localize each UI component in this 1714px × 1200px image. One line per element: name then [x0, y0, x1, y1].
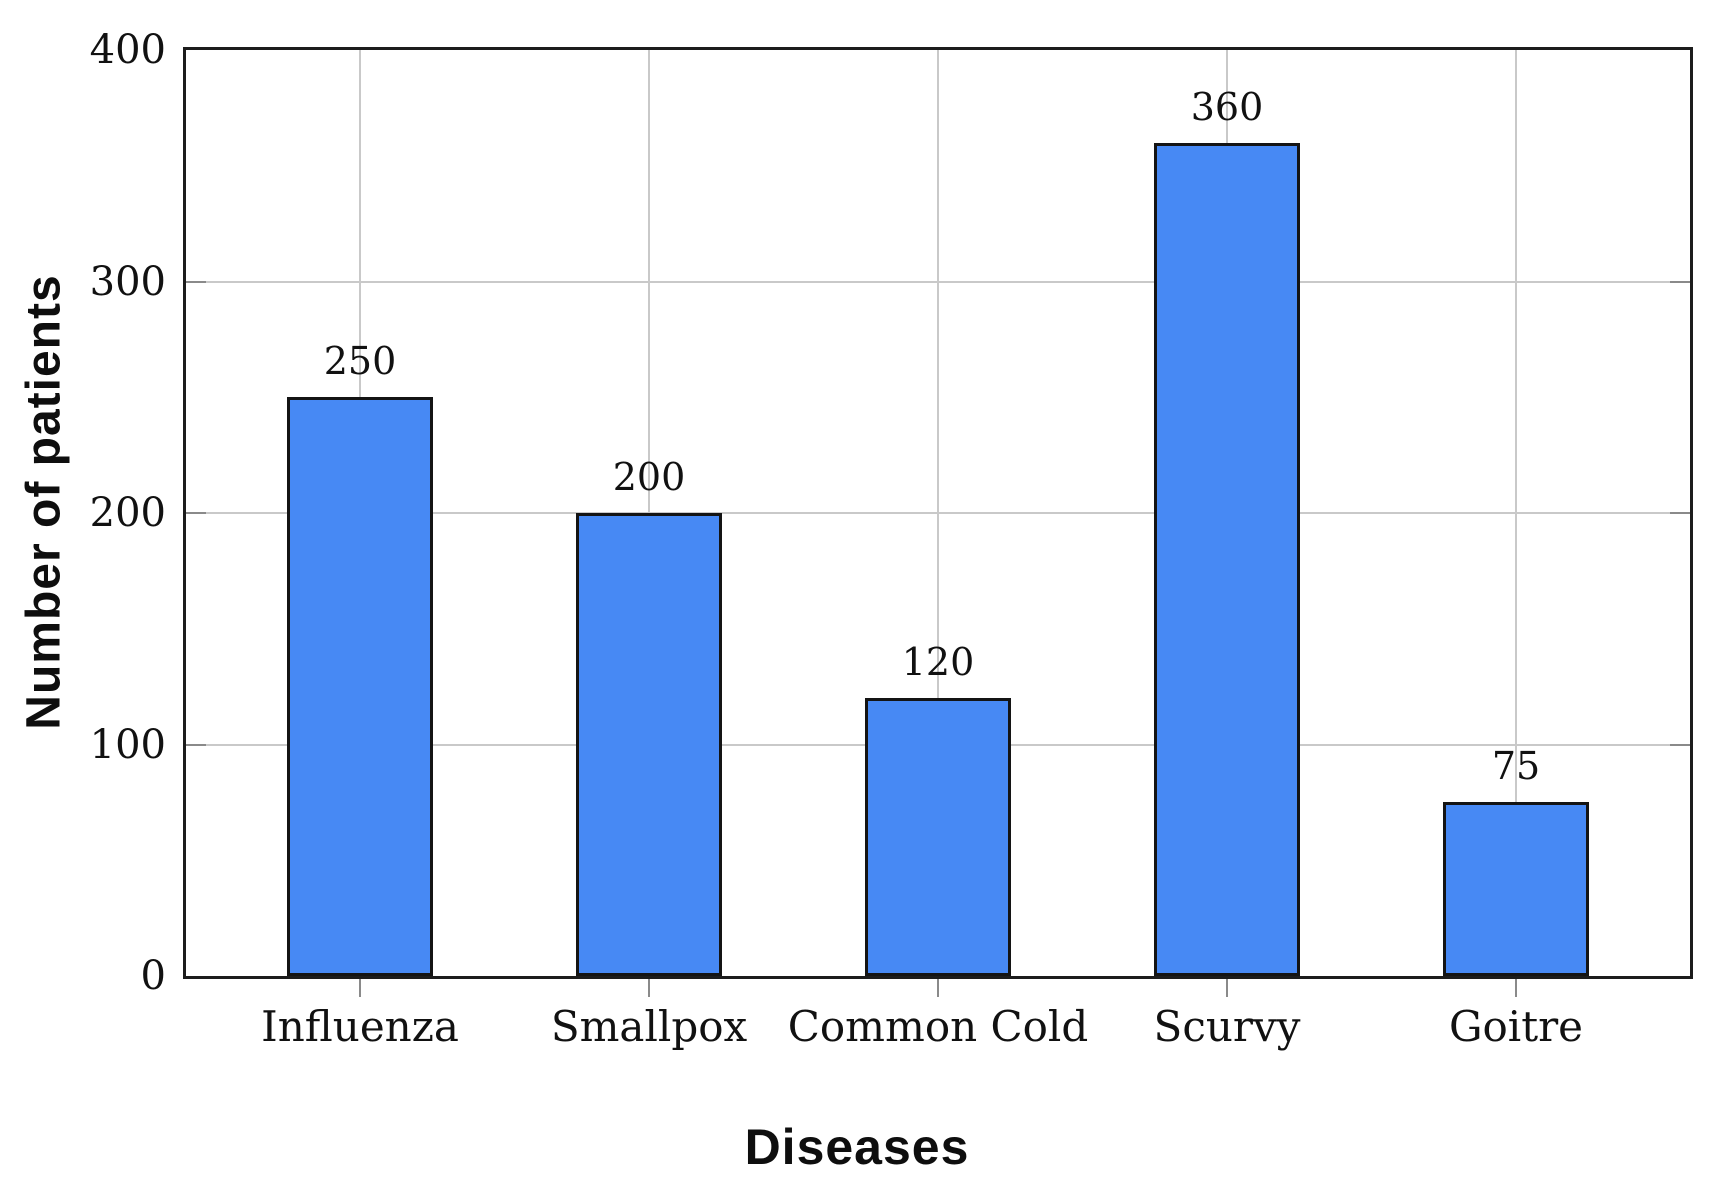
- x-tick-mark: [1226, 979, 1228, 997]
- y-tick-mark-right: [1670, 743, 1690, 746]
- x-tick-label: Smallpox: [550, 1002, 748, 1051]
- x-tick-label: Scurvy: [1153, 1002, 1301, 1051]
- gridline-vertical: [1515, 50, 1517, 976]
- y-tick-label: 100: [89, 722, 166, 768]
- x-tick-label: Common Cold: [787, 1002, 1089, 1051]
- x-tick-mark: [359, 979, 361, 997]
- x-tick-label: Influenza: [261, 1002, 459, 1051]
- y-tick-mark-right: [1670, 280, 1690, 283]
- bars-layer: [186, 50, 1690, 976]
- plot-area: 250 200 120 360 75: [183, 47, 1693, 979]
- y-tick-label: 400: [89, 27, 166, 73]
- x-tick-mark: [937, 979, 939, 997]
- y-tick-mark-left: [186, 743, 206, 746]
- bar-value-label: 250: [323, 339, 397, 383]
- bar-value-labels-layer: 250 200 120 360 75: [186, 50, 1690, 976]
- y-tick-label: 200: [89, 490, 166, 536]
- y-tick-label: 300: [89, 259, 166, 305]
- bar: [865, 698, 1011, 976]
- bar: [1154, 143, 1300, 976]
- bar: [576, 513, 722, 976]
- bar-value-label: 200: [612, 455, 686, 499]
- x-tick-mark: [648, 979, 650, 997]
- x-tick-label: Goitre: [1448, 1002, 1584, 1051]
- gridline-vertical: [937, 50, 939, 976]
- x-tick-mark: [1515, 979, 1517, 997]
- bar: [287, 397, 433, 976]
- y-tick-mark-left: [186, 512, 206, 514]
- x-axis-label: Diseases: [744, 1119, 970, 1175]
- bar: [1443, 802, 1589, 976]
- y-tick-mark-left: [186, 280, 206, 283]
- y-tick-label: 0: [140, 953, 166, 999]
- bar-value-label: 75: [1491, 744, 1541, 788]
- bar-value-label: 120: [901, 640, 975, 684]
- bar-value-label: 360: [1190, 85, 1264, 129]
- y-tick-mark-right: [1670, 512, 1690, 514]
